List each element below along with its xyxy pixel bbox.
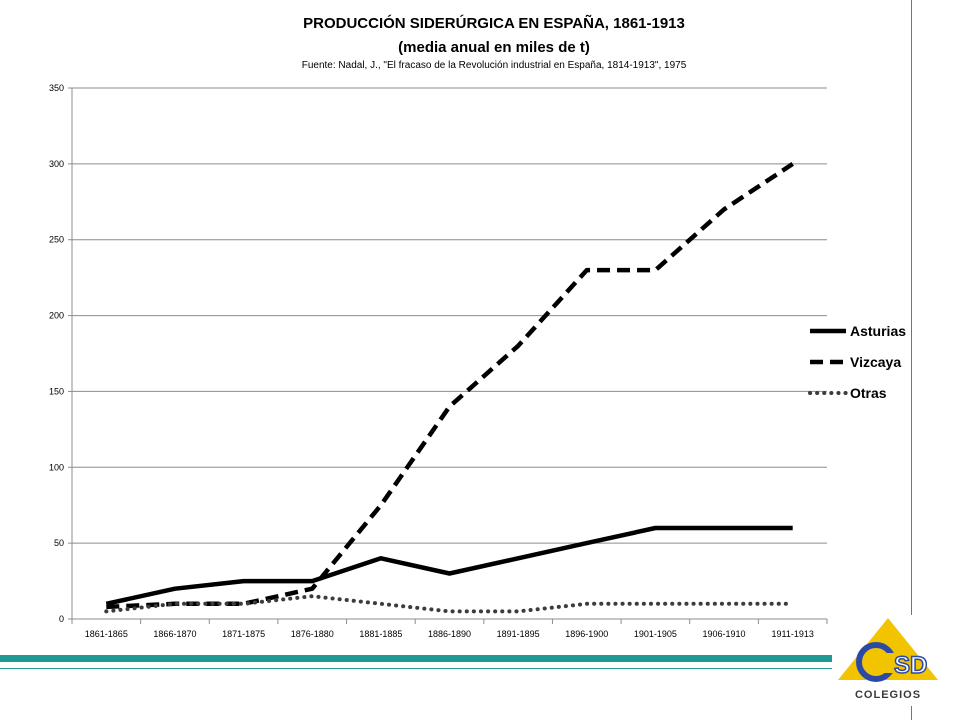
x-axis-ticks: 1861-1865 1866-1870 1871-1875 1876-1880 1881… — [85, 629, 814, 639]
svg-text:SD: SD — [894, 652, 927, 679]
accent-vertical-line-bottom — [911, 706, 912, 720]
x-tick-label: 1906-1910 — [703, 629, 746, 639]
x-tick-label: 1901-1905 — [634, 629, 677, 639]
legend: Asturias Vizcaya Otras — [808, 323, 906, 401]
series-lines — [104, 162, 795, 614]
x-tick-label: 1871-1875 — [222, 629, 265, 639]
logo-text: COLEGIOS — [855, 689, 921, 701]
series-line-otras — [104, 594, 795, 614]
x-tick-label: 1861-1865 — [85, 629, 128, 639]
x-tick-label: 1896-1900 — [565, 629, 608, 639]
series-line-vizcaya — [106, 162, 794, 610]
legend-label-vizcaya: Vizcaya — [850, 354, 901, 370]
chart-title: PRODUCCIÓN SIDERÚRGICA EN ESPAÑA, 1861-1… — [303, 14, 685, 32]
gridlines — [68, 87, 828, 624]
csd-logo-icon: SD COLEGIOS — [838, 618, 938, 701]
legend-label-asturias: Asturias — [850, 323, 906, 339]
x-tick-label: 1891-1895 — [497, 629, 540, 639]
accent-thin-line — [0, 668, 832, 669]
y-tick-label: 150 — [49, 386, 64, 396]
y-tick-label: 50 — [54, 538, 64, 548]
y-tick-label: 200 — [49, 311, 64, 321]
y-tick-label: 350 — [49, 83, 64, 93]
y-tick-label: 250 — [49, 235, 64, 245]
y-tick-label: 300 — [49, 159, 64, 169]
x-tick-label: 1866-1870 — [153, 629, 196, 639]
x-tick-label: 1876-1880 — [291, 629, 334, 639]
x-tick-label: 1881-1885 — [359, 629, 402, 639]
legend-label-otras: Otras — [850, 385, 887, 401]
x-tick-label: 1911-1913 — [771, 629, 813, 639]
y-tick-label: 0 — [59, 614, 64, 624]
chart-source: Fuente: Nadal, J., "El fracaso de la Rev… — [302, 60, 687, 71]
accent-bar — [0, 655, 832, 662]
chart-subtitle: (media anual en miles de t) — [398, 39, 590, 56]
y-axis-ticks: 0 50 100 150 200 250 300 350 — [49, 83, 64, 624]
x-tick-label: 1886-1890 — [428, 629, 471, 639]
series-line-asturias — [105, 525, 793, 606]
accent-vertical-line — [911, 0, 912, 615]
y-tick-label: 100 — [49, 462, 64, 472]
